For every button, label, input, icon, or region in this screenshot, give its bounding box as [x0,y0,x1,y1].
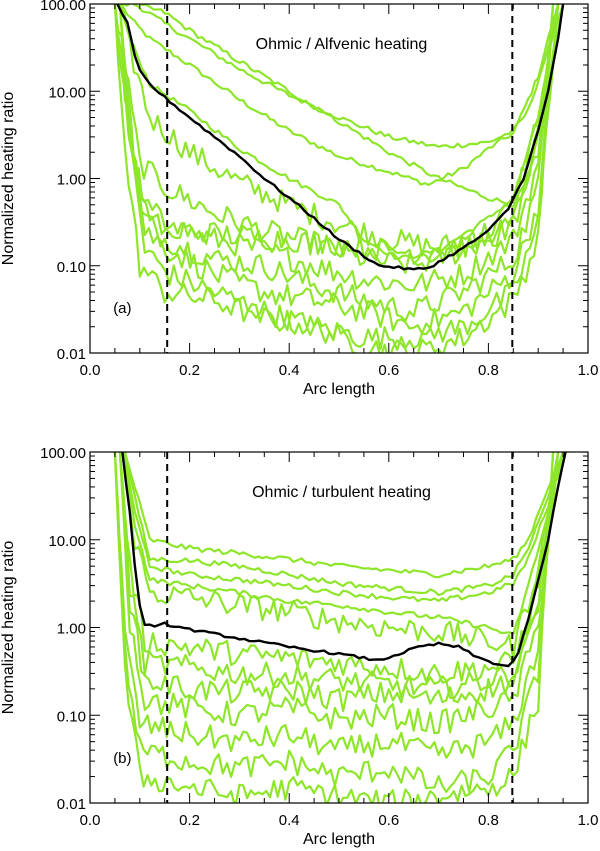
series-line-curve-11 [113,452,555,794]
series-line-curve-1 [123,452,565,579]
series-line-curve-5 [118,4,560,257]
y-tick-label: 1.00 [57,172,86,189]
y-tick-label: 10.00 [48,533,86,550]
y-tick-label: 100.00 [40,445,86,462]
x-tick-label: 1.0 [578,812,599,829]
x-tick-label: 1.0 [578,362,599,379]
series-line-curve-12 [118,4,560,265]
x-tick-label: 0.6 [378,812,399,829]
x-tick-label: 0.2 [179,812,200,829]
series-line-curve-3 [119,4,565,208]
panel-label: (a) [113,300,131,317]
series-line-curve-5 [123,452,565,660]
series-line-curve-1 [119,4,560,186]
y-tick-label: 1.00 [57,621,86,638]
chart-panel-b: 0.0 0.2 0.4 0.6 0.8 1.0 0.01 0.10 1.00 10.00 100.0… [0,445,598,848]
series-line-curve-9 [118,452,560,735]
series-line-curve-12 [113,452,555,803]
x-tick-label: 0.8 [478,362,499,379]
series-line-curve-11 [113,4,555,353]
series-line-curve-4 [118,4,560,260]
y-axis-label: Normalized heating ratio [0,92,17,266]
mean-line [121,452,567,668]
x-tick-label: 0.0 [80,812,101,829]
series-line-curve-4 [123,452,565,635]
series-line-curve-9 [118,4,560,336]
y-tick-label: 0.01 [57,796,86,813]
x-axis-label: Arc length [303,381,375,398]
series-line-curve-2 [119,4,565,149]
panel-label: (b) [113,750,131,767]
y-tick-label: 10.00 [48,84,86,101]
plot-area [113,452,567,803]
plot-area [113,4,565,353]
x-tick-label: 0.2 [179,362,200,379]
series-line-curve-7 [118,452,560,700]
series-line-curve-10 [118,4,560,351]
mean-line [116,4,565,271]
x-tick-label: 0.4 [279,812,300,829]
x-tick-label: 0.6 [378,362,399,379]
series-line-curve-2 [123,452,565,597]
series-line-curve-10 [113,452,555,759]
series-line-curve-6 [118,452,560,684]
series-line-curve-8 [118,452,560,713]
y-tick-label: 0.01 [57,346,86,363]
chart-panel-a: 0.0 0.2 0.4 0.6 0.8 1.0 0.01 0.10 1.00 10.00 100.0… [0,0,598,398]
y-tick-label: 100.00 [40,0,86,14]
y-tick-label: 0.10 [57,708,86,725]
x-tick-label: 0.4 [279,362,300,379]
chart-title: Ohmic / Alfvenic heating [256,36,428,53]
x-axis-label: Arc length [303,831,375,848]
x-tick-label: 0.8 [478,812,499,829]
y-tick-label: 0.10 [57,259,86,276]
chart-title: Ohmic / turbulent heating [252,484,431,501]
y-axis-label: Normalized heating ratio [0,541,17,715]
series-line-curve-3 [123,452,565,603]
x-tick-label: 0.0 [80,362,101,379]
